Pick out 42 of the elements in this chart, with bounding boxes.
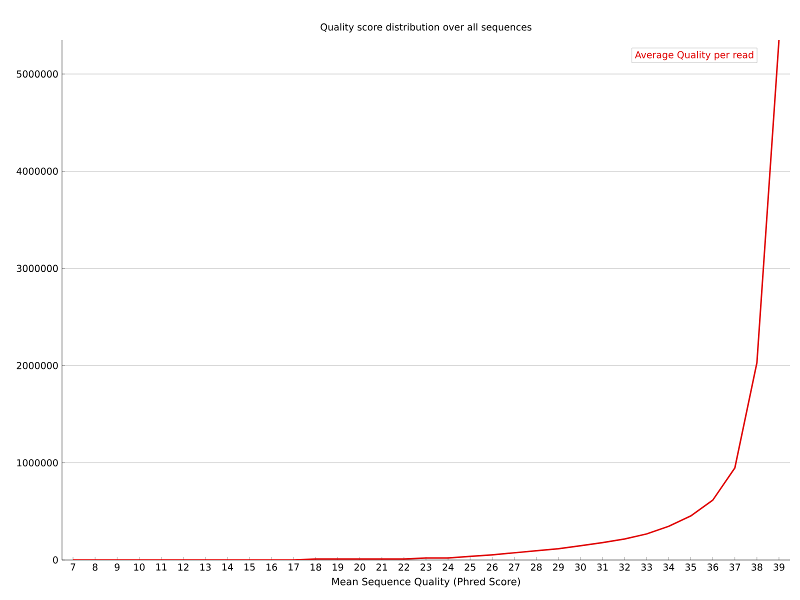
y-tick-label: 4000000 (16, 168, 58, 175)
x-tick-label: 32 (619, 564, 630, 571)
x-tick-label: 33 (641, 564, 652, 571)
x-tick-label: 12 (178, 564, 188, 571)
x-tick-label: 25 (464, 564, 476, 571)
x-axis-title: Mean Sequence Quality (Phred Score) (332, 578, 520, 588)
x-tick-label: 16 (266, 564, 278, 571)
x-tick-label: 38 (752, 564, 762, 571)
x-tick-label: 23 (420, 564, 432, 571)
x-tick-label: 20 (354, 564, 366, 571)
y-tick-label: 3000000 (16, 264, 58, 272)
x-tick-label: 17 (288, 564, 299, 570)
x-tick-label: 39 (774, 564, 784, 571)
x-tick-label: 21 (376, 564, 388, 571)
x-tick-label: 9 (114, 564, 120, 571)
x-tick-label: 31 (597, 564, 608, 571)
x-tick-label: 7 (70, 564, 76, 570)
y-tick-label: 0 (53, 556, 58, 564)
x-tick-label: 15 (244, 564, 255, 571)
x-tick-label: 27 (508, 564, 520, 571)
x-tick-label: 30 (575, 564, 586, 571)
x-tick-label: 37 (730, 564, 740, 571)
text: Average Quality per read (634, 51, 754, 60)
y-tick-label: 5000000 (16, 70, 58, 78)
x-tick-label: 18 (310, 564, 322, 571)
x-tick-label: 8 (92, 564, 98, 571)
x-tick-label: 22 (398, 564, 410, 571)
x-tick-label: 35 (685, 564, 696, 571)
x-tick-label: 36 (707, 564, 718, 571)
x-tick-label: 14 (222, 564, 233, 570)
x-tick-label: 24 (442, 564, 454, 571)
x-tick-label: 19 (332, 564, 344, 571)
y-tick-label: 1000000 (17, 459, 58, 466)
x-tick-label: 11 (156, 564, 166, 570)
x-tick-label: 28 (530, 564, 542, 571)
x-tick-label: 29 (553, 564, 564, 571)
y-tick-label: 2000000 (16, 362, 58, 370)
x-tick-label: 26 (486, 564, 498, 571)
chart-title: Quality score distribution over all sequences (320, 23, 532, 32)
x-tick-label: 13 (200, 564, 211, 571)
x-tick-label: 34 (663, 564, 674, 571)
x-tick-label: 10 (134, 564, 145, 571)
